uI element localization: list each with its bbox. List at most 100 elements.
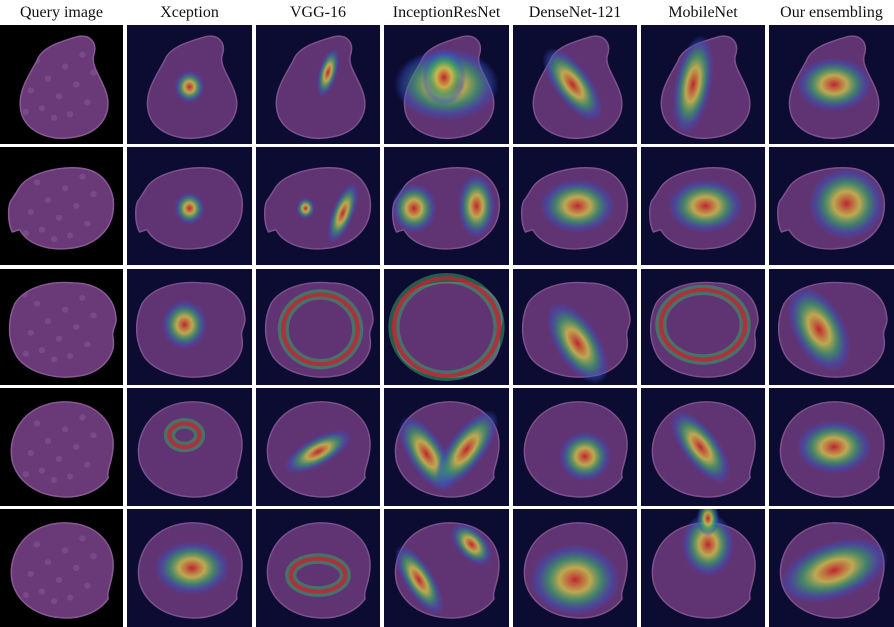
heat-blob: [780, 538, 888, 603]
overlay-tint: [513, 25, 637, 144]
heatmap-mobilenet-row-2: [641, 147, 765, 265]
granule: [73, 564, 80, 572]
granule: [38, 467, 46, 474]
granule: [27, 329, 34, 336]
cell-body: [266, 522, 371, 619]
granule: [22, 108, 30, 115]
overlay-tint: [256, 25, 380, 144]
granule: [66, 232, 74, 239]
heat-blob: [394, 545, 444, 615]
granule: [90, 191, 97, 198]
overlay-tint: [256, 509, 380, 627]
overlay-tint: [769, 147, 894, 265]
heatmap-xception-row-2: [127, 147, 252, 265]
heatmap-xception-row-4: [127, 388, 252, 506]
heat-blob: [327, 182, 359, 244]
granule: [50, 356, 58, 363]
overlay-tint: [641, 147, 765, 265]
granule: [66, 594, 74, 601]
heat-ring-core: [658, 287, 748, 362]
heatmap-grid: [0, 25, 894, 627]
granule: [55, 335, 63, 342]
granule: [79, 414, 86, 421]
overlay-tint: [513, 147, 637, 265]
granule: [27, 87, 34, 94]
heat-blob: [796, 57, 872, 112]
heatmap-inceptionresnet-row-4: [384, 388, 509, 506]
heatmap-mobilenet-row-4: [641, 388, 765, 506]
granule: [55, 455, 63, 462]
granule: [44, 438, 52, 445]
granule: [22, 592, 30, 599]
heat-blob: [391, 183, 437, 234]
column-title-our-ensembling: Our ensembling: [780, 4, 883, 21]
granule: [79, 51, 86, 58]
heat-blob: [434, 410, 499, 489]
query-image-row-1: [0, 25, 123, 144]
granule: [79, 173, 86, 180]
overlay-tint: [769, 388, 894, 506]
heatmap-inceptionresnet-row-5: [384, 509, 509, 627]
granule: [33, 541, 41, 548]
heatmap-inceptionresnet-row-3: [384, 269, 509, 385]
granule: [66, 111, 74, 118]
granule: [33, 300, 41, 307]
granule: [90, 312, 97, 319]
granule: [22, 350, 30, 357]
heat-blob: [154, 541, 230, 595]
heatmap-densenet-121-row-2: [513, 147, 637, 265]
heat-blob: [174, 192, 205, 225]
heatmap-our-ensembling-row-5: [769, 509, 894, 627]
heat-blob: [540, 179, 615, 233]
granule: [84, 341, 91, 348]
granule: [44, 318, 52, 325]
overlay-tint: [384, 147, 509, 265]
granule: [61, 547, 69, 554]
granule: [21, 48, 28, 55]
granule: [38, 105, 46, 112]
column-title-densenet-121: DenseNet-121: [528, 4, 622, 21]
granule: [33, 57, 41, 64]
heat-blob: [316, 48, 340, 97]
heatmap-our-ensembling-row-4: [769, 388, 894, 506]
overlay-tint: [641, 25, 765, 144]
heat-blob: [421, 48, 467, 106]
granule: [50, 114, 58, 121]
heatmap-inceptionresnet-row-2: [384, 147, 509, 265]
cell-body: [7, 167, 115, 250]
heat-blob: [696, 509, 720, 537]
granule: [44, 197, 52, 204]
heat-blob: [672, 35, 714, 134]
heat-blob: [546, 302, 609, 384]
granule: [61, 426, 69, 433]
heatmap-inceptionresnet-row-1: [384, 25, 509, 144]
heatmap-densenet-121-row-5: [513, 509, 637, 627]
overlay-tint: [127, 509, 252, 627]
granule: [50, 476, 58, 484]
granule: [84, 99, 91, 106]
granule: [79, 535, 86, 542]
granule: [21, 410, 28, 418]
heatmap-our-ensembling-row-2: [769, 147, 894, 265]
overlay-tint: [256, 388, 380, 506]
granule: [84, 461, 91, 468]
overlay-tint: [127, 269, 252, 385]
heat-blob: [796, 420, 872, 474]
granule: [61, 63, 69, 70]
granule: [90, 553, 97, 560]
overlay-tint: [384, 509, 509, 627]
column-title-query-image: Query image: [19, 4, 104, 21]
heatmap-xception-row-5: [127, 509, 252, 627]
overlay-tint: [513, 269, 637, 385]
granule: [84, 220, 91, 227]
granule: [44, 75, 52, 82]
heatmap-our-ensembling-row-1: [769, 25, 894, 144]
heat-ring-core: [281, 292, 360, 367]
heat-blob: [457, 174, 496, 238]
granule: [79, 294, 86, 302]
granule: [50, 235, 58, 243]
overlay-tint: [769, 509, 894, 627]
heat-blob: [162, 300, 207, 350]
heatmap-vgg-16-row-5: [256, 509, 380, 627]
heat-blob: [558, 431, 611, 482]
